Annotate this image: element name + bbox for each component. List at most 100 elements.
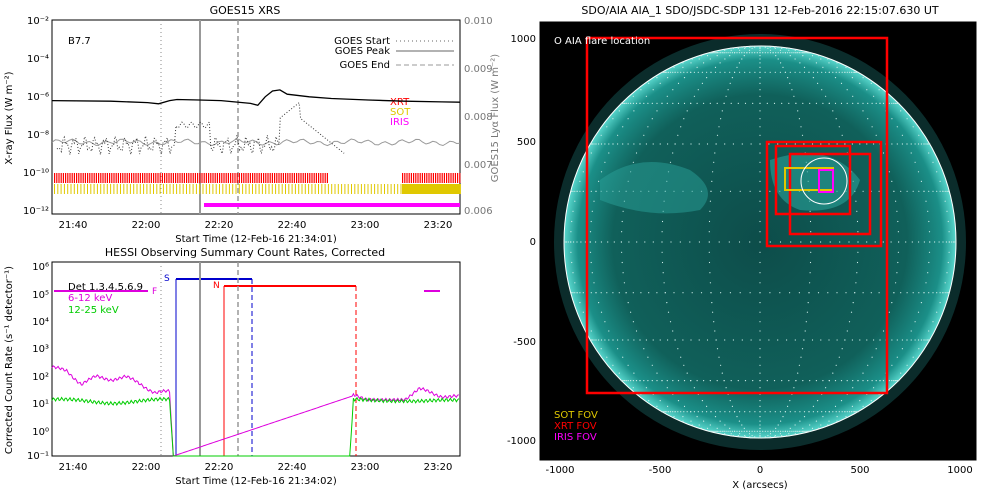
grid-dot — [759, 416, 761, 418]
grid-dot — [683, 405, 686, 407]
grid-dot — [731, 77, 734, 79]
grid-dot — [936, 190, 938, 192]
grid-dot — [741, 143, 743, 145]
grid-dot — [838, 126, 840, 128]
grid-dot — [946, 210, 948, 212]
grid-dot — [736, 430, 738, 432]
grid-dot — [645, 339, 648, 341]
aia-y-ticks: 1000 500 0 -500 -1000 — [507, 34, 536, 447]
grid-dot — [572, 190, 574, 192]
sot-coverage-tick — [311, 184, 313, 194]
grid-dot — [891, 380, 893, 382]
grid-dot — [759, 339, 761, 341]
hessi-xtick: 23:20 — [424, 462, 453, 473]
grid-dot — [677, 380, 680, 382]
grid-dot — [718, 430, 720, 432]
grid-dot — [714, 416, 717, 418]
xrt-coverage-tick — [203, 173, 205, 183]
grid-dot — [784, 430, 787, 432]
sot-coverage-tick — [245, 184, 247, 194]
grid-dot — [640, 292, 642, 294]
grid-dot — [835, 411, 837, 413]
sot-coverage-tick — [367, 184, 369, 194]
grid-dot — [773, 46, 776, 48]
grid-dot — [798, 433, 801, 435]
grid-dot — [777, 436, 779, 438]
grid-dot — [793, 430, 795, 432]
grid-dot — [677, 411, 679, 413]
grid-dot — [875, 380, 877, 382]
grid-dot — [669, 71, 672, 73]
grid-dot — [851, 405, 854, 407]
grid-dot — [706, 55, 709, 57]
sot-coverage-block — [402, 184, 460, 194]
grid-dot — [706, 427, 709, 429]
sot-coverage-tick — [219, 184, 220, 194]
aia-xtick: 0 — [757, 465, 763, 476]
grid-dot — [576, 292, 578, 294]
grid-dot — [721, 430, 723, 432]
grid-dot — [850, 71, 853, 73]
sot-coverage-tick — [268, 184, 270, 194]
grid-dot — [752, 102, 754, 104]
xrt-coverage-tick — [315, 173, 317, 183]
grid-dot — [781, 47, 783, 50]
grid-dot — [764, 45, 766, 47]
grid-dot — [647, 380, 649, 382]
grid-dot — [579, 190, 581, 192]
xrt-coverage-tick — [439, 173, 441, 183]
xrt-coverage-tick — [161, 173, 163, 183]
goes-xtick: 23:00 — [351, 220, 380, 231]
grid-dot — [834, 380, 837, 382]
grid-dot — [618, 110, 620, 112]
grid-dot — [738, 52, 741, 54]
sot-coverage-tick — [301, 184, 303, 194]
grid-dot — [844, 411, 846, 413]
grid-dot — [782, 66, 784, 68]
hessi-ytick: 10⁶ — [32, 262, 49, 273]
grid-dot — [661, 251, 663, 253]
grid-dot — [711, 180, 713, 182]
grid-dot — [850, 411, 853, 413]
grid-dot — [857, 102, 859, 104]
grid-dot — [855, 411, 857, 413]
grid-dot — [789, 47, 791, 50]
grid-dot — [862, 190, 864, 192]
grid-dot — [724, 49, 726, 51]
xrt-coverage-tick — [62, 173, 64, 183]
xrt-coverage-tick — [194, 173, 196, 183]
grid-dot — [895, 102, 897, 104]
grid-dot — [683, 102, 686, 104]
grid-dot — [663, 282, 665, 284]
xrt-coverage-tick — [177, 173, 179, 183]
grid-dot — [897, 251, 900, 253]
xrt-coverage-tick — [109, 173, 111, 183]
xrt-coverage-tick — [190, 173, 192, 183]
grid-dot — [840, 380, 843, 382]
grid-dot — [873, 143, 875, 145]
grid-dot — [698, 241, 701, 243]
grid-dot — [891, 180, 893, 182]
xrt-coverage-tick — [263, 173, 265, 183]
grid-dot — [845, 66, 847, 68]
xrt-coverage-tick — [435, 173, 437, 183]
grid-dot — [811, 427, 814, 429]
grid-dot — [680, 356, 682, 358]
xrt-coverage-tick — [236, 173, 238, 183]
xrt-coverage-tick — [120, 173, 122, 183]
grid-dot — [691, 292, 693, 294]
grid-dot — [769, 241, 771, 243]
grid-dot — [606, 356, 608, 358]
grid-dot — [627, 339, 629, 341]
grid-dot — [714, 66, 717, 68]
grid-dot — [633, 372, 635, 374]
grid-dot — [799, 411, 801, 413]
grid-dot — [666, 71, 668, 73]
grid-dot — [893, 102, 895, 104]
grid-dot — [866, 339, 868, 341]
sot-coverage-tick — [166, 184, 168, 194]
grid-dot — [677, 400, 680, 402]
grid-dot — [662, 272, 664, 274]
grid-dot — [720, 118, 722, 120]
sot-coverage-tick — [255, 184, 257, 194]
